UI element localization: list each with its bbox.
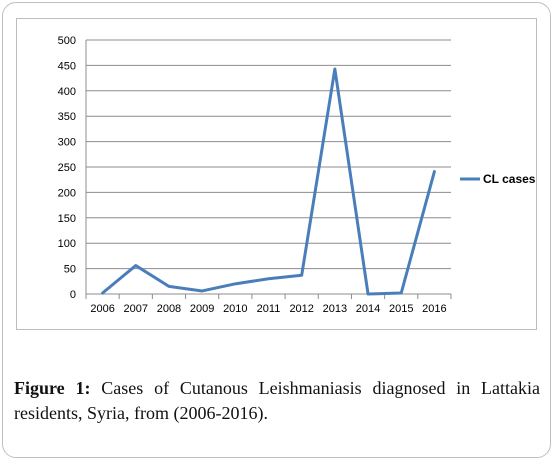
x-tick-label: 2013 xyxy=(323,303,347,315)
x-tick-label: 2011 xyxy=(257,303,281,315)
x-tick-label: 2008 xyxy=(157,303,181,315)
x-tick-label: 2016 xyxy=(422,303,446,315)
figure-caption: Figure 1: Cases of Cutanous Leishmaniasi… xyxy=(14,376,540,426)
y-tick-label: 0 xyxy=(70,289,76,301)
y-tick-label: 250 xyxy=(58,162,76,174)
x-tick-label: 2015 xyxy=(389,303,413,315)
y-tick-label: 350 xyxy=(58,111,76,123)
y-tick-label: 300 xyxy=(58,137,76,149)
x-tick-label: 2010 xyxy=(223,303,247,315)
y-tick-label: 100 xyxy=(58,238,76,250)
figure-caption-text: Cases of Cutanous Leishmaniasis diagnose… xyxy=(14,378,541,423)
y-tick-label: 150 xyxy=(58,213,76,225)
x-tick-label: 2009 xyxy=(190,303,214,315)
figure-label: Figure 1: xyxy=(14,378,91,398)
series-line xyxy=(101,67,436,296)
y-tick-label: 500 xyxy=(58,35,76,47)
x-tick-label: 2007 xyxy=(124,303,148,315)
x-tick-label: 2012 xyxy=(289,303,313,315)
x-tick-label: 2006 xyxy=(90,303,114,315)
y-tick-label: 400 xyxy=(58,86,76,98)
x-tick-label: 2014 xyxy=(356,303,380,315)
y-tick-label: 200 xyxy=(58,187,76,199)
line-chart: 0 50 100 150 200 250 300 350 400 450 500 2006 2007 20… xyxy=(58,35,536,315)
legend-label: CL cases xyxy=(483,172,536,186)
y-tick-label: 450 xyxy=(58,60,76,72)
y-tick-label: 50 xyxy=(64,264,76,276)
